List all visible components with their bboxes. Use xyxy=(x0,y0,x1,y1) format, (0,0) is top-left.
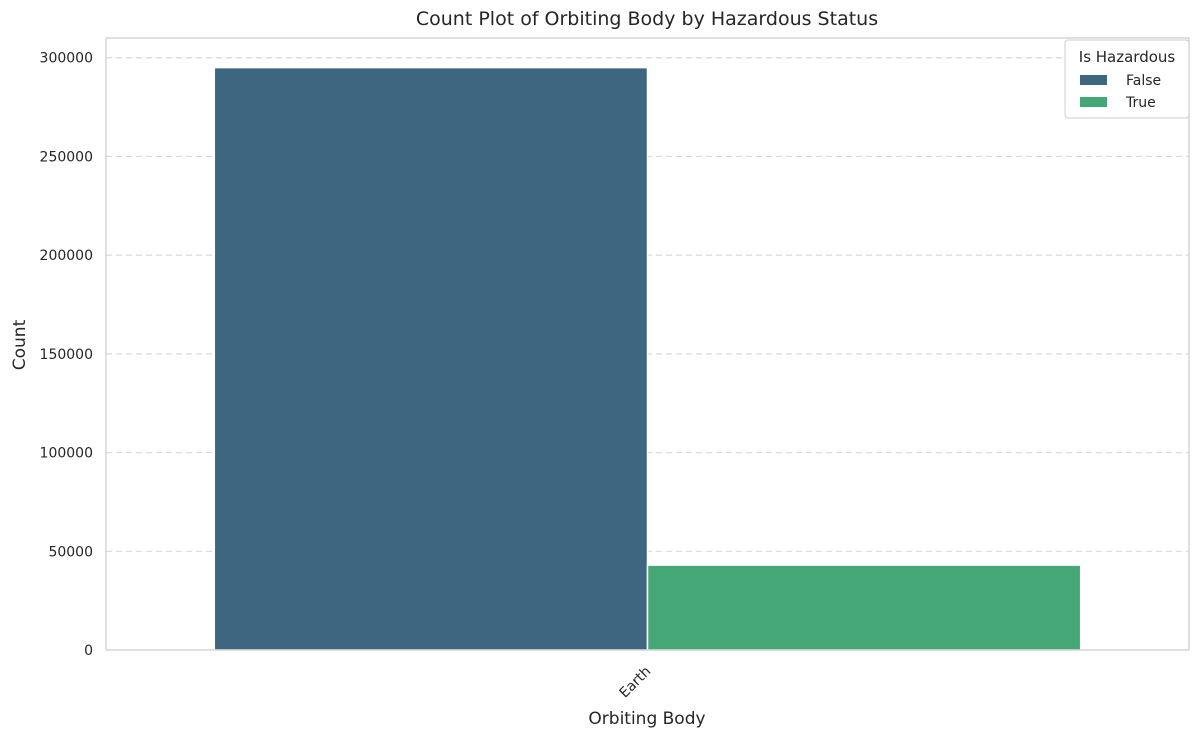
legend-swatch-true xyxy=(1080,97,1107,107)
legend-label-true: True xyxy=(1125,95,1156,111)
y-tick-label: 0 xyxy=(84,643,93,659)
y-tick-label: 150000 xyxy=(40,347,93,363)
legend: Is Hazardous False True xyxy=(1064,39,1190,119)
plot-frame xyxy=(105,37,1190,651)
y-tick-label: 200000 xyxy=(40,248,93,264)
chart-title: Count Plot of Orbiting Body by Hazardous… xyxy=(416,8,878,30)
legend-label-false: False xyxy=(1126,73,1161,89)
bar-earth-true xyxy=(646,564,1082,651)
legend-title: Is Hazardous xyxy=(1079,48,1176,66)
x-tick-labels: Earth xyxy=(616,664,654,702)
y-tick-label: 50000 xyxy=(48,544,93,560)
y-tick-label: 300000 xyxy=(40,51,93,67)
bar-earth-false xyxy=(213,66,649,651)
y-tick-labels: 0 50000 100000 150000 200000 250000 300000 xyxy=(40,51,93,659)
y-tick-label: 100000 xyxy=(40,446,93,462)
x-tick-label: Earth xyxy=(616,664,654,702)
x-axis-label: Orbiting Body xyxy=(588,709,705,729)
y-tick-label: 250000 xyxy=(40,149,93,165)
y-axis-label: Count xyxy=(10,319,30,370)
legend-swatch-false xyxy=(1080,75,1107,85)
bars xyxy=(213,66,1082,651)
